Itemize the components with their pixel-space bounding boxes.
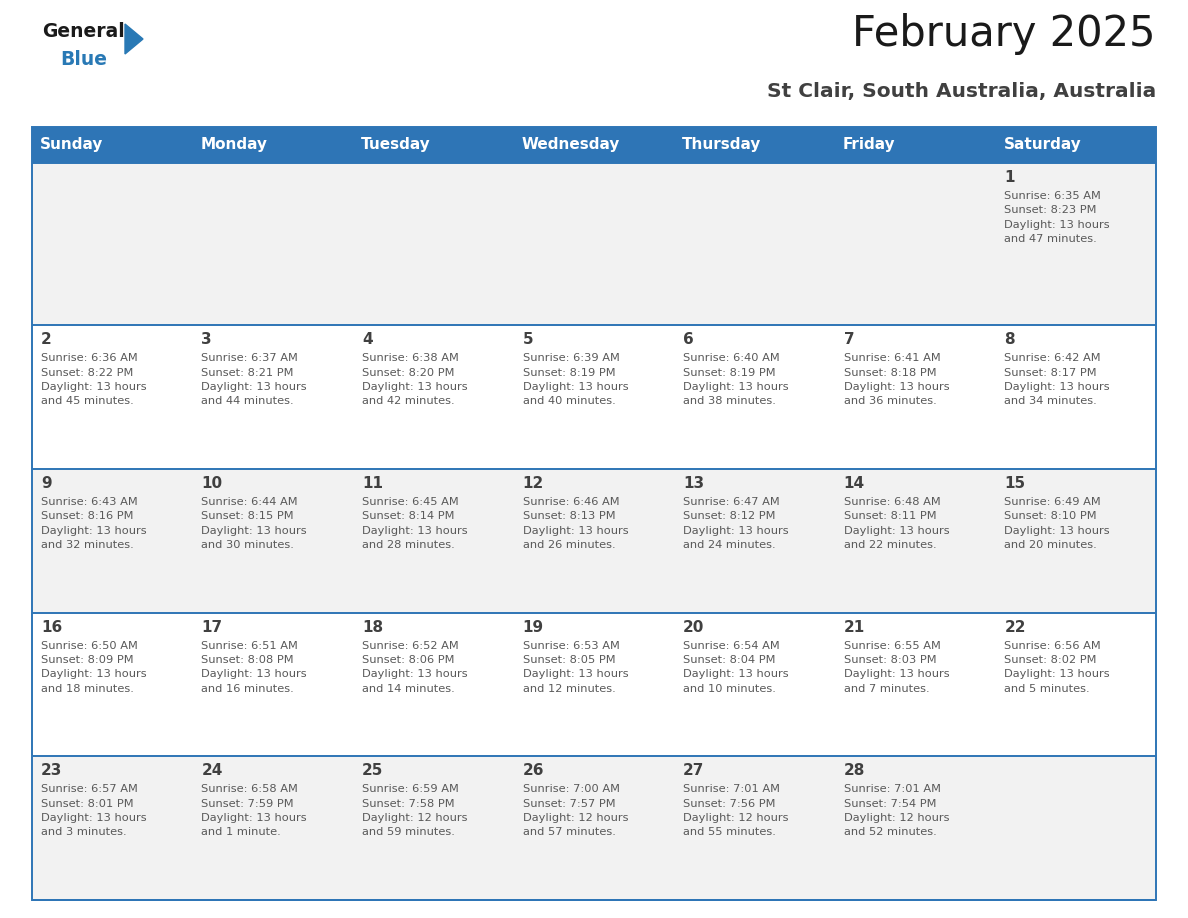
Text: Sunrise: 6:35 AM
Sunset: 8:23 PM
Daylight: 13 hours
and 47 minutes.: Sunrise: 6:35 AM Sunset: 8:23 PM Dayligh… [1004,191,1110,244]
Bar [32,163,1156,325]
Text: Sunrise: 7:01 AM
Sunset: 7:54 PM
Daylight: 12 hours
and 52 minutes.: Sunrise: 7:01 AM Sunset: 7:54 PM Dayligh… [843,784,949,837]
Text: Sunrise: 6:58 AM
Sunset: 7:59 PM
Daylight: 13 hours
and 1 minute.: Sunrise: 6:58 AM Sunset: 7:59 PM Dayligh… [202,784,307,837]
Text: Sunrise: 6:37 AM
Sunset: 8:21 PM
Daylight: 13 hours
and 44 minutes.: Sunrise: 6:37 AM Sunset: 8:21 PM Dayligh… [202,353,307,407]
Text: Sunrise: 6:46 AM
Sunset: 8:13 PM
Daylight: 13 hours
and 26 minutes.: Sunrise: 6:46 AM Sunset: 8:13 PM Dayligh… [523,497,628,550]
Text: 8: 8 [1004,332,1015,347]
Text: Sunrise: 6:44 AM
Sunset: 8:15 PM
Daylight: 13 hours
and 30 minutes.: Sunrise: 6:44 AM Sunset: 8:15 PM Dayligh… [202,497,307,550]
Text: 14: 14 [843,476,865,491]
Text: 1: 1 [1004,170,1015,185]
Text: Sunrise: 6:51 AM
Sunset: 8:08 PM
Daylight: 13 hours
and 16 minutes.: Sunrise: 6:51 AM Sunset: 8:08 PM Dayligh… [202,641,307,694]
Bar [32,127,1156,900]
Text: 27: 27 [683,763,704,778]
Bar [32,127,192,163]
Text: 13: 13 [683,476,704,491]
Text: 5: 5 [523,332,533,347]
Text: Sunrise: 6:47 AM
Sunset: 8:12 PM
Daylight: 13 hours
and 24 minutes.: Sunrise: 6:47 AM Sunset: 8:12 PM Dayligh… [683,497,789,550]
Text: Sunrise: 6:43 AM
Sunset: 8:16 PM
Daylight: 13 hours
and 32 minutes.: Sunrise: 6:43 AM Sunset: 8:16 PM Dayligh… [40,497,146,550]
Text: Friday: Friday [842,138,896,152]
Text: Sunday: Sunday [40,138,103,152]
Text: Sunrise: 7:00 AM
Sunset: 7:57 PM
Daylight: 12 hours
and 57 minutes.: Sunrise: 7:00 AM Sunset: 7:57 PM Dayligh… [523,784,628,837]
Text: Monday: Monday [201,138,267,152]
Text: 10: 10 [202,476,222,491]
Text: 19: 19 [523,620,544,634]
Text: 18: 18 [362,620,383,634]
Text: 28: 28 [843,763,865,778]
Text: 23: 23 [40,763,62,778]
Text: 16: 16 [40,620,62,634]
Text: 25: 25 [362,763,384,778]
Text: Sunrise: 6:48 AM
Sunset: 8:11 PM
Daylight: 13 hours
and 22 minutes.: Sunrise: 6:48 AM Sunset: 8:11 PM Dayligh… [843,497,949,550]
Text: 7: 7 [843,332,854,347]
Bar [32,756,1156,900]
Text: 12: 12 [523,476,544,491]
Text: Sunrise: 6:52 AM
Sunset: 8:06 PM
Daylight: 13 hours
and 14 minutes.: Sunrise: 6:52 AM Sunset: 8:06 PM Dayligh… [362,641,468,694]
Text: 2: 2 [40,332,51,347]
Text: 24: 24 [202,763,223,778]
Text: Sunrise: 6:59 AM
Sunset: 7:58 PM
Daylight: 12 hours
and 59 minutes.: Sunrise: 6:59 AM Sunset: 7:58 PM Dayligh… [362,784,467,837]
Text: 15: 15 [1004,476,1025,491]
Text: Sunrise: 6:49 AM
Sunset: 8:10 PM
Daylight: 13 hours
and 20 minutes.: Sunrise: 6:49 AM Sunset: 8:10 PM Dayligh… [1004,497,1110,550]
Text: Sunrise: 6:50 AM
Sunset: 8:09 PM
Daylight: 13 hours
and 18 minutes.: Sunrise: 6:50 AM Sunset: 8:09 PM Dayligh… [40,641,146,694]
Text: Sunrise: 6:36 AM
Sunset: 8:22 PM
Daylight: 13 hours
and 45 minutes.: Sunrise: 6:36 AM Sunset: 8:22 PM Dayligh… [40,353,146,407]
Bar [32,469,1156,612]
Polygon shape [125,24,143,54]
Bar [835,127,996,163]
Text: Sunrise: 7:01 AM
Sunset: 7:56 PM
Daylight: 12 hours
and 55 minutes.: Sunrise: 7:01 AM Sunset: 7:56 PM Dayligh… [683,784,789,837]
Bar [32,325,1156,469]
Bar [32,612,1156,756]
Text: 21: 21 [843,620,865,634]
Text: 11: 11 [362,476,383,491]
Text: Blue: Blue [61,50,107,69]
Text: St Clair, South Australia, Australia: St Clair, South Australia, Australia [766,82,1156,101]
Text: 9: 9 [40,476,51,491]
Text: Sunrise: 6:54 AM
Sunset: 8:04 PM
Daylight: 13 hours
and 10 minutes.: Sunrise: 6:54 AM Sunset: 8:04 PM Dayligh… [683,641,789,694]
Text: February 2025: February 2025 [853,13,1156,55]
Text: 4: 4 [362,332,373,347]
Bar [192,127,353,163]
Text: Sunrise: 6:40 AM
Sunset: 8:19 PM
Daylight: 13 hours
and 38 minutes.: Sunrise: 6:40 AM Sunset: 8:19 PM Dayligh… [683,353,789,407]
Text: Sunrise: 6:38 AM
Sunset: 8:20 PM
Daylight: 13 hours
and 42 minutes.: Sunrise: 6:38 AM Sunset: 8:20 PM Dayligh… [362,353,468,407]
Bar [32,127,1156,129]
Text: 20: 20 [683,620,704,634]
Bar [353,127,513,163]
Text: General: General [42,22,125,41]
Bar [513,127,675,163]
Text: 6: 6 [683,332,694,347]
Text: Sunrise: 6:41 AM
Sunset: 8:18 PM
Daylight: 13 hours
and 36 minutes.: Sunrise: 6:41 AM Sunset: 8:18 PM Dayligh… [843,353,949,407]
Text: Saturday: Saturday [1004,138,1081,152]
Text: Thursday: Thursday [682,138,762,152]
Text: 17: 17 [202,620,222,634]
Bar [675,127,835,163]
Text: Sunrise: 6:56 AM
Sunset: 8:02 PM
Daylight: 13 hours
and 5 minutes.: Sunrise: 6:56 AM Sunset: 8:02 PM Dayligh… [1004,641,1110,694]
Text: Tuesday: Tuesday [361,138,431,152]
Text: 22: 22 [1004,620,1025,634]
Text: Wednesday: Wednesday [522,138,620,152]
Bar [996,127,1156,163]
Text: Sunrise: 6:53 AM
Sunset: 8:05 PM
Daylight: 13 hours
and 12 minutes.: Sunrise: 6:53 AM Sunset: 8:05 PM Dayligh… [523,641,628,694]
Text: 3: 3 [202,332,211,347]
Text: Sunrise: 6:42 AM
Sunset: 8:17 PM
Daylight: 13 hours
and 34 minutes.: Sunrise: 6:42 AM Sunset: 8:17 PM Dayligh… [1004,353,1110,407]
Text: Sunrise: 6:57 AM
Sunset: 8:01 PM
Daylight: 13 hours
and 3 minutes.: Sunrise: 6:57 AM Sunset: 8:01 PM Dayligh… [40,784,146,837]
Text: Sunrise: 6:55 AM
Sunset: 8:03 PM
Daylight: 13 hours
and 7 minutes.: Sunrise: 6:55 AM Sunset: 8:03 PM Dayligh… [843,641,949,694]
Text: Sunrise: 6:39 AM
Sunset: 8:19 PM
Daylight: 13 hours
and 40 minutes.: Sunrise: 6:39 AM Sunset: 8:19 PM Dayligh… [523,353,628,407]
Text: 26: 26 [523,763,544,778]
Text: Sunrise: 6:45 AM
Sunset: 8:14 PM
Daylight: 13 hours
and 28 minutes.: Sunrise: 6:45 AM Sunset: 8:14 PM Dayligh… [362,497,468,550]
